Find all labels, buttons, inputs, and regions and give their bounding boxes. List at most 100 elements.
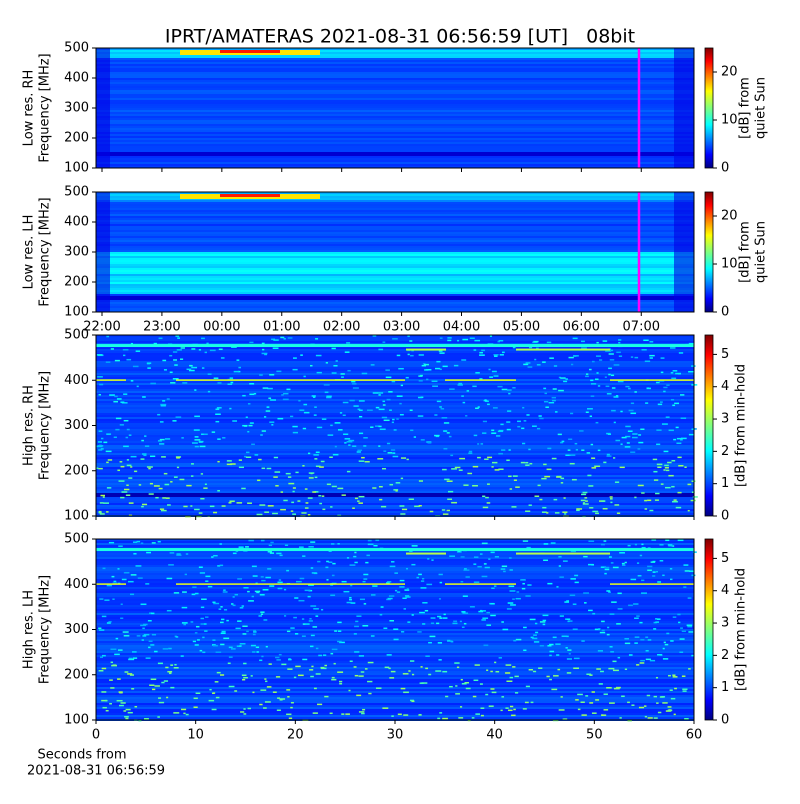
x-tick-label: 03:00 xyxy=(383,320,420,335)
speckle xyxy=(607,626,610,629)
speckle xyxy=(683,564,689,566)
speckle xyxy=(290,706,293,709)
speckle xyxy=(501,696,505,698)
speckle xyxy=(405,567,409,570)
speckle xyxy=(358,502,363,504)
speckle xyxy=(467,472,473,475)
speckle xyxy=(354,674,359,677)
speckle xyxy=(617,592,622,595)
speckle xyxy=(551,399,556,402)
y-tick-label: 300 xyxy=(64,622,89,637)
speckle xyxy=(628,409,634,412)
speckle xyxy=(404,595,410,597)
speckle xyxy=(235,550,239,552)
burst xyxy=(220,194,280,197)
texture-row xyxy=(96,373,694,375)
speckle xyxy=(624,561,627,564)
speckle xyxy=(358,409,363,412)
speckle xyxy=(183,712,186,715)
speckle xyxy=(117,469,121,472)
speckle xyxy=(522,582,525,585)
speckle xyxy=(400,477,404,480)
speckle xyxy=(690,499,696,502)
speckle xyxy=(445,695,449,698)
speckle xyxy=(268,397,272,400)
speckle xyxy=(125,717,129,720)
texture-row xyxy=(96,292,694,294)
speckle xyxy=(551,396,557,399)
texture-row xyxy=(96,385,694,387)
speckle xyxy=(285,472,291,475)
speckle xyxy=(506,421,511,423)
speckle xyxy=(605,350,612,352)
speckle xyxy=(194,592,199,595)
speckle xyxy=(217,490,220,492)
speckle xyxy=(506,680,513,683)
speckle xyxy=(516,591,520,593)
speckle xyxy=(389,483,393,486)
speckle xyxy=(315,354,322,357)
speckle xyxy=(509,569,513,571)
speckle xyxy=(372,335,377,337)
speckle xyxy=(525,595,531,597)
speckle xyxy=(580,499,586,502)
speckle xyxy=(392,418,395,421)
speckle xyxy=(262,589,269,591)
colorbar-label: [dB] from xyxy=(738,221,753,283)
speckle xyxy=(146,551,152,554)
speckle xyxy=(226,460,232,462)
speckle xyxy=(148,640,153,642)
speckle xyxy=(520,461,525,464)
speckle xyxy=(546,512,549,514)
speckle xyxy=(140,542,144,544)
speckle xyxy=(410,429,414,432)
speckle xyxy=(560,377,566,379)
y-tick-label: 400 xyxy=(64,577,89,592)
x-tick-label: 50 xyxy=(586,728,603,743)
texture-row xyxy=(96,347,694,349)
speckle xyxy=(337,640,342,643)
speckle xyxy=(377,392,384,394)
y-axis-label: High res. RH xyxy=(22,385,37,466)
speckle xyxy=(390,449,396,451)
speckle xyxy=(238,466,245,469)
speckle xyxy=(662,574,665,577)
texture-row xyxy=(96,617,694,619)
speckle xyxy=(159,421,164,423)
speckle xyxy=(409,340,413,342)
speckle xyxy=(213,377,219,379)
texture-row xyxy=(96,577,694,579)
texture-row xyxy=(96,280,694,282)
speckle xyxy=(439,581,443,584)
speckle xyxy=(228,502,232,504)
speckle xyxy=(488,368,491,371)
speckle xyxy=(667,709,673,712)
speckle xyxy=(474,339,481,342)
speckle xyxy=(613,364,620,366)
speckle xyxy=(549,643,554,646)
speckle xyxy=(304,589,311,592)
texture-row xyxy=(96,160,694,162)
speckle xyxy=(194,439,201,441)
speckle xyxy=(294,597,299,599)
texture-row xyxy=(96,60,694,62)
speckle xyxy=(199,649,203,652)
speckle xyxy=(164,438,171,440)
speckle xyxy=(364,668,368,670)
speckle xyxy=(143,454,147,457)
texture-row xyxy=(96,58,694,60)
line-feature xyxy=(610,583,694,585)
speckle xyxy=(562,560,568,562)
speckle xyxy=(157,540,161,543)
speckle xyxy=(349,596,352,599)
speckle xyxy=(407,335,410,338)
speckle xyxy=(220,618,225,621)
speckle xyxy=(512,598,515,600)
speckle xyxy=(110,687,115,689)
speckle xyxy=(313,414,317,416)
speckle xyxy=(604,568,610,571)
speckle xyxy=(375,539,380,542)
speckle xyxy=(644,508,648,510)
speckle xyxy=(630,402,635,405)
speckle xyxy=(481,542,488,545)
